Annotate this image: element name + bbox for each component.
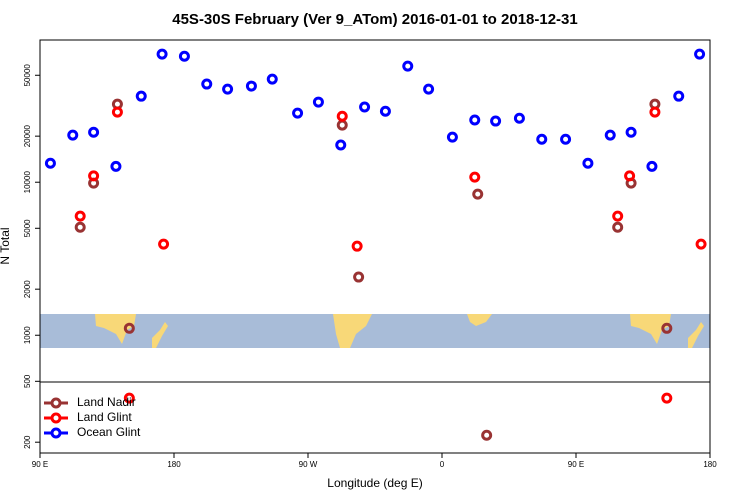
x-tick-label: 0 [440, 460, 445, 469]
point [312, 96, 324, 108]
point [695, 238, 707, 250]
point [649, 106, 661, 118]
point [110, 160, 122, 172]
point [353, 271, 365, 283]
x-axis-title: Longitude (deg E) [327, 476, 422, 490]
legend-marker [50, 412, 62, 424]
x-tick-label: 90 E [568, 460, 584, 469]
x-tick-label: 180 [167, 460, 181, 469]
point [88, 170, 100, 182]
point [402, 60, 414, 72]
ocean [40, 314, 710, 348]
point [135, 90, 147, 102]
legend-marker [50, 427, 62, 439]
x-tick-label: 90 W [299, 460, 318, 469]
point [423, 83, 435, 95]
point [536, 133, 548, 145]
point [74, 210, 86, 222]
point [560, 133, 572, 145]
point [67, 129, 79, 141]
y-tick-label: 2000 [23, 280, 32, 298]
point [245, 80, 257, 92]
y-tick-label: 1000 [23, 326, 32, 344]
y-tick-label: 500 [23, 374, 32, 388]
point [513, 112, 525, 124]
point [612, 210, 624, 222]
land [95, 314, 704, 348]
point [379, 105, 391, 117]
point [178, 50, 190, 62]
point [201, 78, 213, 90]
point [123, 322, 135, 334]
x-tick-label: 180 [703, 460, 717, 469]
point [469, 114, 481, 126]
point [481, 429, 493, 441]
point [44, 157, 56, 169]
point [351, 240, 363, 252]
legend-marker [50, 397, 62, 409]
y-tick-label: 10000 [23, 171, 32, 194]
point [74, 221, 86, 233]
point [292, 107, 304, 119]
point [661, 322, 673, 334]
point [335, 139, 347, 151]
point [222, 83, 234, 95]
point [469, 171, 481, 183]
point [156, 48, 168, 60]
legend-label: Land Nadir [77, 395, 136, 409]
point [158, 238, 170, 250]
chart-title: 45S-30S February (Ver 9_ATom) 2016-01-01… [172, 11, 577, 28]
y-tick-label: 5000 [23, 219, 32, 237]
point [111, 106, 123, 118]
point [336, 110, 348, 122]
point [694, 48, 706, 60]
y-tick-label: 50000 [23, 64, 32, 87]
point [625, 126, 637, 138]
point [661, 392, 673, 404]
y-axis-title: N Total [0, 227, 12, 264]
legend-label: Ocean Glint [77, 425, 141, 439]
point [582, 157, 594, 169]
point [336, 119, 348, 131]
legend-label: Land Glint [77, 410, 132, 424]
point [88, 126, 100, 138]
point [266, 73, 278, 85]
point [490, 115, 502, 127]
point [604, 129, 616, 141]
point [646, 160, 658, 172]
map-inset [40, 314, 710, 348]
point [359, 101, 371, 113]
x-tick-label: 90 E [32, 460, 48, 469]
plot-frame [39, 39, 711, 454]
point [624, 170, 636, 182]
point [612, 221, 624, 233]
point [123, 392, 135, 404]
point [673, 90, 685, 102]
y-tick-label: 20000 [23, 124, 32, 147]
point [446, 131, 458, 143]
point [472, 188, 484, 200]
y-tick-label: 200 [23, 435, 32, 449]
